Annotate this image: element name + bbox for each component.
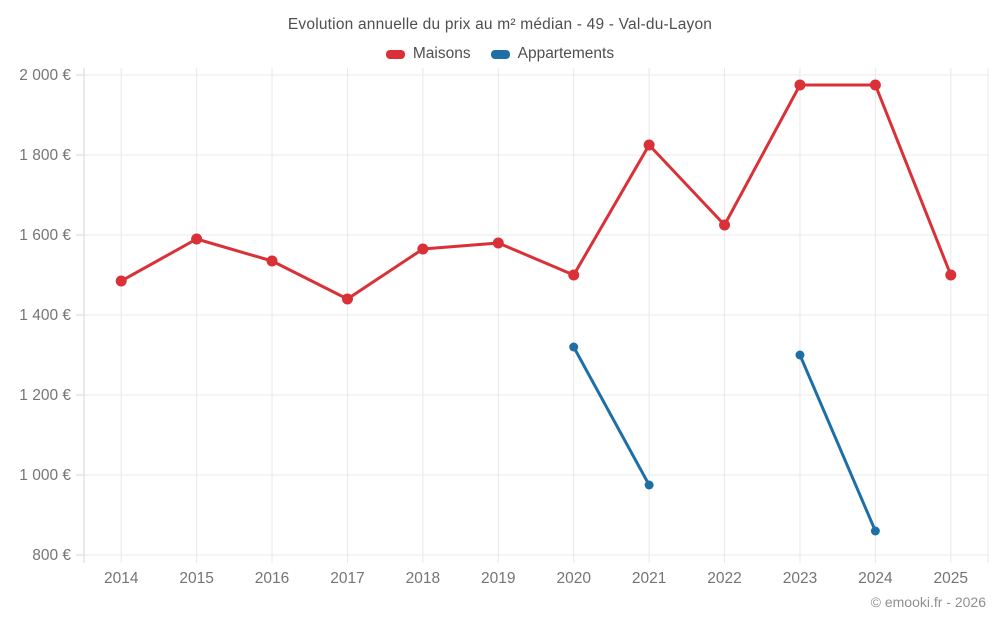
x-tick-label: 2015 [179, 570, 213, 587]
legend-item-appartements[interactable]: Appartements [490, 45, 615, 63]
legend-label-appartements: Appartements [517, 45, 615, 62]
data-point-maisons-2016[interactable] [266, 255, 278, 267]
x-tick-label: 2016 [255, 570, 289, 587]
x-tick-label: 2022 [707, 570, 741, 587]
data-point-maisons-2021[interactable] [643, 139, 655, 151]
data-point-maisons-2025[interactable] [945, 269, 957, 281]
data-point-appartements-2020[interactable] [569, 342, 579, 352]
x-tick-label: 2017 [330, 570, 364, 587]
y-tick-label: 800 € [32, 547, 71, 564]
data-point-maisons-2019[interactable] [492, 237, 504, 249]
data-point-appartements-2023[interactable] [795, 350, 805, 360]
x-tick-label: 2023 [783, 570, 817, 587]
data-point-maisons-2020[interactable] [568, 269, 580, 281]
data-point-maisons-2014[interactable] [115, 275, 127, 287]
y-tick-label: 1 600 € [19, 227, 71, 244]
maisons-swatch-icon [385, 49, 405, 59]
x-tick-label: 2014 [104, 570, 139, 587]
appartements-swatch-icon [490, 49, 510, 59]
data-point-maisons-2024[interactable] [869, 79, 881, 91]
series-line-appartements [572, 345, 651, 487]
chart-title: Evolution annuelle du prix au m² médian … [287, 16, 713, 33]
legend-label-maisons: Maisons [412, 45, 471, 62]
data-point-maisons-2023[interactable] [794, 79, 806, 91]
series-line-maisons [119, 83, 953, 301]
x-tick-label: 2018 [406, 570, 440, 587]
copyright-text: © emooki.fr - 2026 [870, 594, 986, 610]
data-point-maisons-2017[interactable] [341, 293, 353, 305]
data-point-appartements-2024[interactable] [870, 526, 880, 536]
y-tick-label: 1 800 € [19, 147, 71, 164]
y-tick-label: 1 000 € [19, 467, 71, 484]
series-line-appartements [798, 353, 877, 533]
data-point-maisons-2022[interactable] [719, 219, 731, 231]
y-tick-label: 2 000 € [19, 67, 71, 84]
x-tick-label: 2021 [632, 570, 666, 587]
legend-item-maisons[interactable]: Maisons [385, 45, 471, 63]
data-point-maisons-2015[interactable] [191, 233, 203, 245]
x-tick-label: 2019 [481, 570, 515, 587]
x-tick-label: 2025 [934, 570, 968, 587]
data-point-appartements-2021[interactable] [644, 480, 654, 490]
x-tick-label: 2020 [556, 570, 591, 587]
chart-legend: Maisons Appartements [0, 45, 1000, 63]
x-tick-label: 2024 [858, 570, 893, 587]
y-tick-label: 1 200 € [19, 387, 71, 404]
y-tick-label: 1 400 € [19, 307, 71, 324]
data-point-maisons-2018[interactable] [417, 243, 429, 255]
